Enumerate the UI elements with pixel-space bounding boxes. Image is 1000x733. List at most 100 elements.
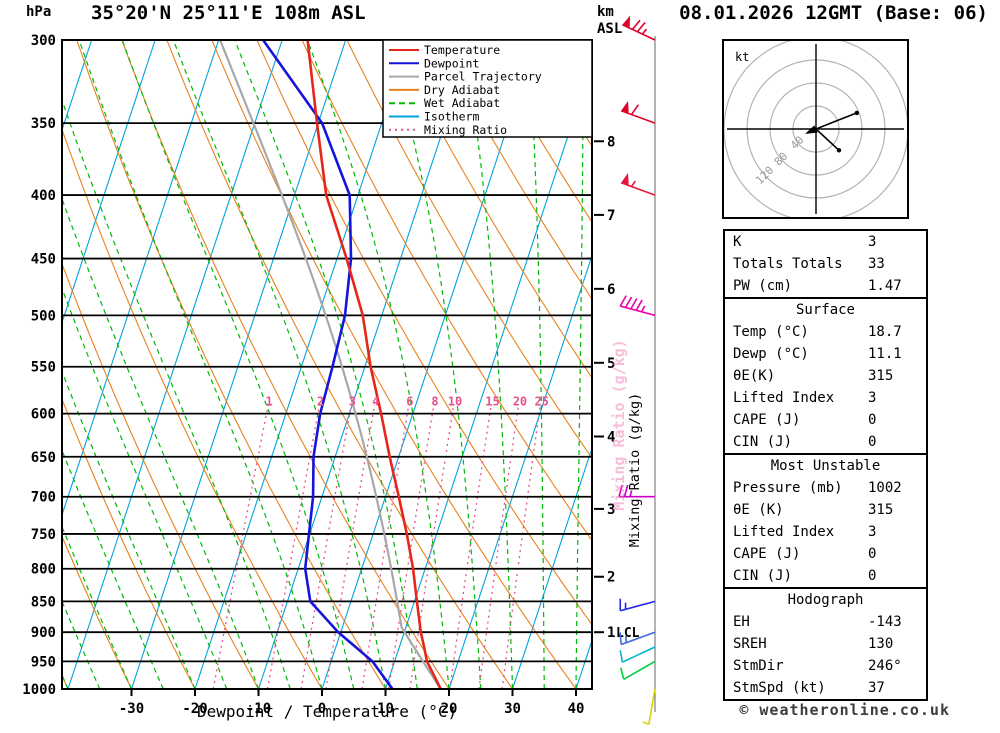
svg-text:Wet Adiabat: Wet Adiabat xyxy=(424,96,500,110)
stat-label: PW (cm) xyxy=(733,278,793,294)
svg-text:10: 10 xyxy=(448,395,462,409)
svg-text:Temperature: Temperature xyxy=(424,43,500,57)
wind-barbs xyxy=(618,15,656,726)
stat-value: 130 xyxy=(868,636,894,652)
sounding-curves xyxy=(219,40,442,689)
svg-text:1000: 1000 xyxy=(22,682,56,698)
table-row: Pressure (mb) 1002 xyxy=(725,477,926,499)
table-row: StmDir 246° xyxy=(725,655,926,677)
stat-value: 0 xyxy=(868,568,877,584)
svg-text:0: 0 xyxy=(318,701,326,717)
stat-value: 18.7 xyxy=(868,324,902,340)
svg-text:2: 2 xyxy=(317,395,324,409)
stat-label: Dewp (°C) xyxy=(733,346,809,362)
svg-text:7: 7 xyxy=(607,208,615,224)
stat-label: Temp (°C) xyxy=(733,324,809,340)
svg-text:1: 1 xyxy=(266,395,273,409)
table-row: StmSpd (kt) 37 xyxy=(725,677,926,699)
svg-text:3: 3 xyxy=(349,395,356,409)
stat-value: 3 xyxy=(868,524,877,540)
svg-text:2: 2 xyxy=(607,570,615,586)
svg-text:40: 40 xyxy=(568,701,585,717)
stat-label: SREH xyxy=(733,636,767,652)
table-row: CAPE (J) 0 xyxy=(725,409,926,431)
svg-text:Dry Adiabat: Dry Adiabat xyxy=(424,83,500,97)
stat-label: Lifted Index xyxy=(733,524,835,540)
stat-value: 246° xyxy=(868,658,902,674)
svg-text:Parcel Trajectory: Parcel Trajectory xyxy=(424,70,542,84)
svg-text:8: 8 xyxy=(431,395,438,409)
svg-text:650: 650 xyxy=(31,450,56,466)
svg-text:900: 900 xyxy=(31,625,56,641)
stat-label: K xyxy=(733,234,742,250)
plot-border xyxy=(61,39,593,690)
svg-text:8: 8 xyxy=(607,134,615,150)
table-row: EH -143 xyxy=(725,611,926,633)
stat-value: 3 xyxy=(868,390,877,406)
pressure-unit-label: hPa xyxy=(26,4,52,20)
stat-label: Lifted Index xyxy=(733,390,835,406)
table-row: CIN (J) 0 xyxy=(725,431,926,453)
stat-value: 315 xyxy=(868,368,894,384)
table-section-title: Surface xyxy=(795,302,855,318)
svg-text:500: 500 xyxy=(31,308,56,324)
svg-text:10: 10 xyxy=(377,701,394,717)
table-section: Hodograph EH -143 SREH 130 StmDir 246° StmSpd (… xyxy=(723,587,928,701)
svg-text:Isotherm: Isotherm xyxy=(424,110,479,124)
svg-text:6: 6 xyxy=(607,282,615,298)
svg-text:15: 15 xyxy=(485,395,499,409)
parcel-trajectory-curve xyxy=(219,40,442,689)
svg-text:600: 600 xyxy=(31,407,56,423)
svg-text:30: 30 xyxy=(504,701,521,717)
stat-value: 1.47 xyxy=(868,278,902,294)
stat-label: EH xyxy=(733,614,750,630)
temperature-axis-label: Dewpoint / Temperature (°C) xyxy=(197,702,458,721)
table-row: SREH 130 xyxy=(725,633,926,655)
station-title: 35°20'N 25°11'E 108m ASL xyxy=(91,2,366,24)
table-section: Surface Temp (°C) 18.7 Dewp (°C) 11.1 θE(K) 31… xyxy=(723,297,928,455)
mixing-ratio-watermark: Mixing Ratio (g/kg) xyxy=(610,339,628,511)
svg-text:25: 25 xyxy=(534,395,548,409)
stat-label: CAPE (J) xyxy=(733,412,801,428)
svg-text:350: 350 xyxy=(31,116,56,132)
table-section-title: Most Unstable xyxy=(770,458,881,474)
svg-text:4: 4 xyxy=(372,395,379,409)
svg-text:20: 20 xyxy=(441,701,458,717)
stat-label: Pressure (mb) xyxy=(733,480,843,496)
copyright: © weatheronline.co.uk xyxy=(739,701,950,719)
svg-text:-20: -20 xyxy=(182,701,207,717)
svg-text:450: 450 xyxy=(31,252,56,268)
svg-text:-10: -10 xyxy=(246,701,271,717)
lcl-label: LCL xyxy=(616,626,640,641)
table-row: θE(K) 315 xyxy=(725,365,926,387)
table-row: PW (cm) 1.47 xyxy=(725,275,926,297)
km-axis-unit-label: km xyxy=(597,4,614,20)
stat-value: 0 xyxy=(868,434,877,450)
table-section: Most Unstable Pressure (mb) 1002 θE (K) 315 L… xyxy=(723,453,928,589)
km-axis: 1 2 3 4 5 6 7 8 LCL xyxy=(594,134,640,641)
table-section-title: Hodograph xyxy=(787,592,864,608)
stat-label: CAPE (J) xyxy=(733,546,801,562)
svg-text:20: 20 xyxy=(513,395,527,409)
stat-value: 37 xyxy=(868,680,885,696)
stat-value: 315 xyxy=(868,502,894,518)
stat-label: StmDir xyxy=(733,658,784,674)
dewpoint-curve xyxy=(262,40,394,689)
svg-text:950: 950 xyxy=(31,654,56,670)
svg-text:4: 4 xyxy=(607,430,615,446)
svg-text:6: 6 xyxy=(406,395,413,409)
pressure-gridlines xyxy=(62,39,592,690)
temperature-curve xyxy=(306,40,442,689)
stat-value: 3 xyxy=(868,234,877,250)
run-datetime: 08.01.2026 12GMT (Base: 06) xyxy=(679,2,988,24)
table-row: Lifted Index 3 xyxy=(725,521,926,543)
stat-label: StmSpd (kt) xyxy=(733,680,826,696)
table-row: θE (K) 315 xyxy=(725,499,926,521)
mixing-ratio-labels: 1 2 3 4 6 8 10 15 20 25 xyxy=(266,395,549,409)
km-axis-asl-label: ASL xyxy=(597,21,623,37)
